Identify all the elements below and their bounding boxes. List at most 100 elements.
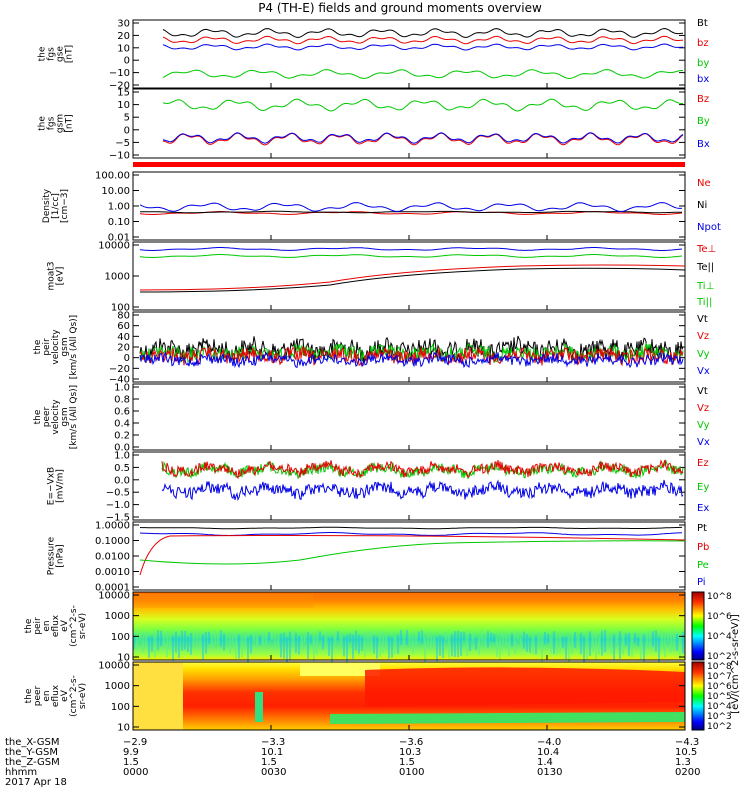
spectrogram-texture xyxy=(610,635,612,654)
quality-flag-bar xyxy=(133,162,685,167)
spectrogram-band xyxy=(255,692,263,722)
colorbar-tick-label: 10^8 xyxy=(707,592,732,602)
spectrogram-texture xyxy=(382,632,384,654)
spectrogram-texture xyxy=(178,636,180,658)
spectrogram-texture xyxy=(358,634,360,654)
ytick-label: 40 xyxy=(117,332,130,343)
legend-vy: Vy xyxy=(697,420,710,431)
ytick-label: 0.8 xyxy=(114,395,130,406)
colorbar-2: 10^810^710^610^510^410^310^2 xyxy=(691,661,732,732)
ytick-label: 20 xyxy=(117,31,130,42)
spectrogram-texture xyxy=(361,636,363,651)
legend-ez: Ez xyxy=(697,458,709,469)
spectrogram-texture xyxy=(613,634,615,661)
ytick-label: 0.1000 xyxy=(95,536,130,547)
ytick-label: 80 xyxy=(117,311,130,322)
panel-ylabel: thepeervelocitygsm[km/s (All Qs)] xyxy=(33,385,79,449)
spectrogram-texture xyxy=(220,630,222,647)
series-line xyxy=(162,132,684,146)
spectrogram-texture xyxy=(451,634,453,657)
spectrogram-texture xyxy=(151,635,153,652)
series-line xyxy=(162,132,684,144)
spectrogram-texture xyxy=(289,631,291,660)
spectrogram-texture xyxy=(466,636,468,656)
panel-e_field: E=−VxB[mV/m] 1.00.50.0 −0.5−1.0 −1.5 Ez Ey Ex xyxy=(47,451,710,524)
spectrogram-texture xyxy=(247,637,249,663)
spectrogram-texture xyxy=(202,633,204,660)
colorbar-tick-label: 10^2 xyxy=(707,722,732,732)
ytick-label: 0.0100 xyxy=(95,552,130,563)
colorbar-tick-label: 10^6 xyxy=(707,612,732,622)
spectrogram-texture xyxy=(544,631,546,645)
spectrogram-texture xyxy=(658,637,660,663)
spectrogram-texture xyxy=(664,636,666,657)
spectrogram-texture xyxy=(670,634,672,653)
ytick-label: 15 xyxy=(117,88,130,99)
spectrogram-texture xyxy=(298,635,300,655)
spectrogram-texture xyxy=(295,632,297,653)
spectrogram-texture xyxy=(136,634,138,648)
spectrogram-texture xyxy=(643,634,645,662)
spectrogram-texture xyxy=(580,632,582,654)
x-value: 0030 xyxy=(261,767,286,778)
spectrogram-texture xyxy=(448,635,450,658)
spectrogram-texture xyxy=(259,635,261,646)
legend-te: Te|| xyxy=(696,262,714,273)
ytick-label: 0.5 xyxy=(114,463,130,474)
spectrogram-texture xyxy=(460,631,462,656)
ytick-label: 0 xyxy=(124,353,130,364)
ytick-label: 100 xyxy=(111,702,130,713)
x-row-label: hhmm xyxy=(5,767,37,778)
spectrogram-texture xyxy=(472,632,474,641)
spectrogram-texture xyxy=(415,635,417,647)
panel-ylabel: thefgsgsm[nT] xyxy=(38,114,75,133)
ytick-label: 10 xyxy=(117,653,130,664)
spectrogram-texture xyxy=(268,632,270,641)
x-value: 0200 xyxy=(675,767,700,778)
legend-bx: Bx xyxy=(697,139,710,150)
spectrogram-texture xyxy=(166,631,168,657)
legend-ne: Ne xyxy=(697,178,711,189)
ytick-label: 0.01 xyxy=(108,233,130,244)
legend-vz: Vz xyxy=(697,403,709,414)
spectrogram-texture xyxy=(238,634,240,659)
legend-by: By xyxy=(697,116,710,127)
ytick-label: 100 xyxy=(111,303,130,314)
spectrogram-texture xyxy=(403,635,405,647)
ytick-label: −1.0 xyxy=(106,500,130,511)
spectrogram-texture xyxy=(595,634,597,660)
spectrogram-texture xyxy=(523,631,525,649)
spectrogram-texture xyxy=(625,633,627,646)
panel-ylabel: Density[1/cc][cm−3] xyxy=(42,188,70,223)
colorbar-tick-label: 10^6 xyxy=(707,682,732,692)
spectrogram-texture xyxy=(649,630,651,646)
spectrogram-texture xyxy=(445,631,447,640)
panel-ylabel: thepeirenefluxeV(cm^2-s-sr-eV) xyxy=(24,605,88,647)
colorbar-tick-label: 10^8 xyxy=(707,662,732,672)
spectrogram-texture xyxy=(604,630,606,653)
spectrogram-texture xyxy=(277,637,279,646)
panel-frame xyxy=(132,311,686,383)
spectrogram-texture xyxy=(232,634,234,645)
ytick-label: 10.00 xyxy=(101,186,130,197)
colorbar-tick-label: 10^4 xyxy=(707,702,732,712)
ytick-label: 1.0000 xyxy=(95,521,130,532)
panel-peer_eflux: thepeerenefluxeV(cm^2-s-sr-eV) 10000 1000 1… xyxy=(24,661,686,734)
spectrogram-texture xyxy=(433,637,435,648)
spectrogram-texture xyxy=(442,636,444,658)
spectrogram-texture xyxy=(484,637,486,646)
spectrogram-texture xyxy=(601,630,603,656)
legend-bx: bx xyxy=(697,74,709,85)
ytick-label: −1.5 xyxy=(106,513,130,524)
spectrogram-texture xyxy=(454,631,456,657)
series-line xyxy=(139,535,686,576)
colorbar-tick-label: 10^3 xyxy=(707,712,732,722)
ytick-label: 10 xyxy=(117,723,130,734)
spectrogram-texture xyxy=(424,637,426,663)
x-value: 10.3 xyxy=(399,747,421,758)
x-row-label: the_X-GSM xyxy=(5,737,59,748)
spectrogram-texture xyxy=(310,635,312,644)
